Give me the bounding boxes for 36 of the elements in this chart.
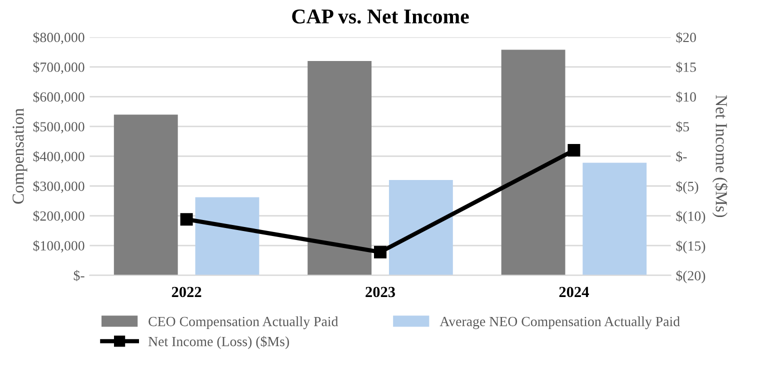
bar bbox=[582, 162, 647, 276]
y-tick-label: $300,000 bbox=[33, 180, 84, 193]
y2-tick-label: $10 bbox=[676, 91, 696, 103]
bar bbox=[501, 50, 566, 276]
y-axis-title: Compensation bbox=[12, 108, 28, 204]
bar bbox=[114, 114, 178, 276]
chart-title: CAP vs. Net Income bbox=[292, 10, 469, 24]
y2-tick-label: $(5) bbox=[676, 180, 698, 194]
point bbox=[374, 246, 386, 258]
y2-tick-label: $5 bbox=[676, 121, 690, 132]
legend-label: Net Income (Loss) ($Ms) bbox=[148, 336, 289, 350]
x-tick-label: 2023 bbox=[366, 286, 396, 298]
y2-axis-title: Net Income ($Ms) bbox=[712, 95, 728, 218]
y2-tick-label: $(10) bbox=[676, 210, 706, 224]
legend-label: Average NEO Compensation Actually Paid bbox=[440, 316, 680, 330]
bar bbox=[195, 197, 260, 276]
y2-tick-label: $15 bbox=[676, 62, 696, 73]
x-tick-label: 2024 bbox=[559, 286, 589, 298]
y-tick-label: $- bbox=[74, 270, 84, 282]
legend-label: CEO Compensation Actually Paid bbox=[148, 316, 338, 330]
y-tick-label: $200,000 bbox=[33, 210, 84, 223]
y-tick-label: $100,000 bbox=[33, 240, 84, 252]
point bbox=[568, 144, 580, 157]
y2-tick-label: $20 bbox=[676, 32, 696, 44]
y-tick-label: $400,000 bbox=[33, 151, 84, 164]
bar bbox=[388, 180, 453, 276]
y-tick-label: $600,000 bbox=[33, 91, 84, 104]
bar bbox=[308, 61, 372, 276]
y2-tick-label: $- bbox=[676, 151, 687, 162]
y-tick-label: $800,000 bbox=[33, 32, 84, 44]
x-tick-label: 2022 bbox=[172, 286, 202, 298]
point bbox=[180, 213, 193, 226]
y-tick-label: $500,000 bbox=[33, 121, 84, 134]
y2-tick-label: $(15) bbox=[676, 240, 706, 254]
y-tick-label: $700,000 bbox=[33, 62, 84, 74]
y2-tick-label: $(20) bbox=[676, 270, 706, 284]
